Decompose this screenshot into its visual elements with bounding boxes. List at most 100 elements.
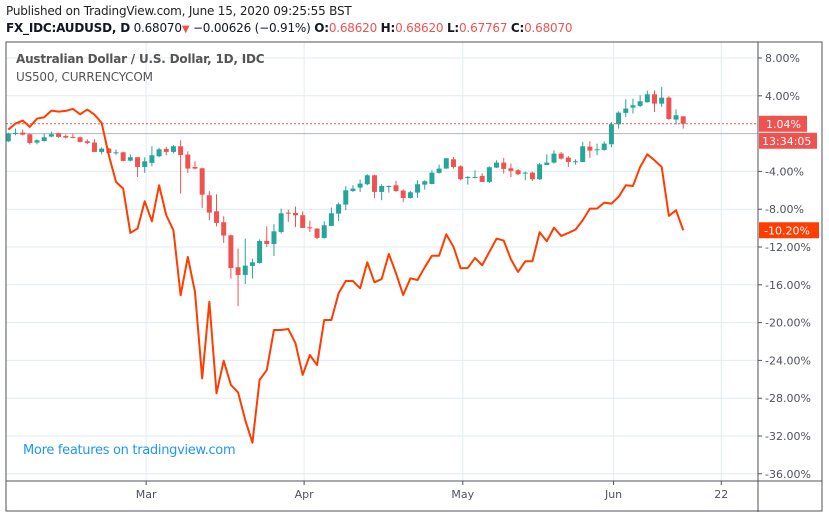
candle-body [77,137,83,142]
candle-body [501,162,507,169]
candle-body [407,192,413,198]
candle-body [156,149,162,157]
compare-value-label: -10.20% [764,224,810,237]
candle-body [27,134,33,143]
y-tick-label: -8.00% [765,203,804,216]
candle-body [264,240,270,244]
candle-body [271,231,277,244]
candle-body [163,148,169,152]
x-tick-label: 22 [714,488,728,501]
published-caption: Published on TradingView.com, June 15, 2… [6,4,352,18]
candle-body [673,115,679,120]
high-label: H: [380,21,396,35]
x-tick-label: Mar [136,488,157,501]
candle-body [652,94,657,104]
x-tick-label: Jun [604,488,622,501]
watermark-link[interactable]: More features on tradingview.com [23,443,236,458]
countdown-label-bg [759,132,817,149]
candle-body [56,133,62,137]
candle-body [91,142,97,152]
candle-body [465,176,471,178]
y-tick-label: -36.00% [765,468,811,481]
candle-body [185,154,191,169]
y-tick-label: -16.00% [765,279,811,292]
candle-body [458,166,464,180]
candle-body [479,175,485,182]
candle-body [149,155,155,163]
candle-body [623,108,629,113]
candle-body [307,227,313,229]
candle-body [228,235,234,268]
countdown-label: 13:34:05 [762,135,811,148]
y-tick-label: 8.00% [765,52,800,65]
candle-body [142,161,148,167]
candle-body [422,181,428,185]
y-tick-label: 4.00% [765,90,800,103]
candle-body [594,149,600,151]
candle-body [515,170,521,175]
candle-body [5,133,11,142]
candle-body [12,132,18,134]
candle-body [293,212,298,216]
candle-body [415,184,421,193]
symbol-quote-bar: FX_IDC:AUDUSD, D 0.68070▼ −0.00626 (−0.9… [6,21,573,35]
y-tick-label: -32.00% [765,430,811,443]
candle-body [429,172,435,184]
candle-body [565,157,571,162]
candle-body [278,213,284,232]
price-change: −0.00626 (−0.91%) [192,21,311,35]
candle-body [494,162,500,168]
candle-body [257,240,263,263]
triangle-down-icon: ▼ [181,24,190,35]
candle-body [221,222,227,236]
candle-body [486,167,492,182]
candle-body [436,168,442,173]
compare-value-label-bg [759,222,819,239]
low-label: L: [446,21,460,35]
main-series-legend[interactable]: Australian Dollar / U.S. Dollar, 1D, IDC [16,52,265,66]
candle-body [135,157,141,167]
candle-body [41,137,47,141]
candle-body [587,146,593,151]
candle-body [644,94,650,103]
close-label: C: [510,21,525,35]
compare-series-legend[interactable]: US500, CURRENCYCOM [16,70,153,84]
candle-body [393,185,399,191]
chart-frame [5,41,823,512]
candle-body [84,141,90,143]
candle-body [601,143,607,150]
candle-body [328,213,334,226]
low-value: 0.67767 [459,21,508,35]
open-value: 0.68620 [328,21,378,35]
candle-body [350,188,356,191]
candle-body [551,153,557,163]
candle-body [544,162,550,165]
candle-body [666,97,672,119]
candle-body [680,116,686,124]
candle-body [379,185,385,192]
x-tick-label: Apr [295,488,315,501]
x-tick-label: May [451,488,474,501]
close-value: 0.68070 [524,21,573,35]
candle-body [20,132,26,135]
candle-body [321,225,327,238]
candle-body [199,168,205,195]
candle-body [558,153,564,159]
candle-body [508,168,514,171]
candle-body [99,148,105,152]
y-tick-label: -4.00% [765,165,804,178]
compare-series-line [7,107,685,444]
candle-body [472,176,478,178]
candle-body [235,267,241,275]
candle-body [34,140,40,143]
candle-body [580,146,586,162]
candle-body [70,136,76,138]
last-price: 0.68070 [133,21,182,35]
y-tick-label: -12.00% [765,241,811,254]
candle-body [400,190,406,198]
candle-body [659,97,665,104]
candle-body [450,159,456,167]
candle-body [285,212,291,214]
last-price-label-bg [759,115,807,132]
